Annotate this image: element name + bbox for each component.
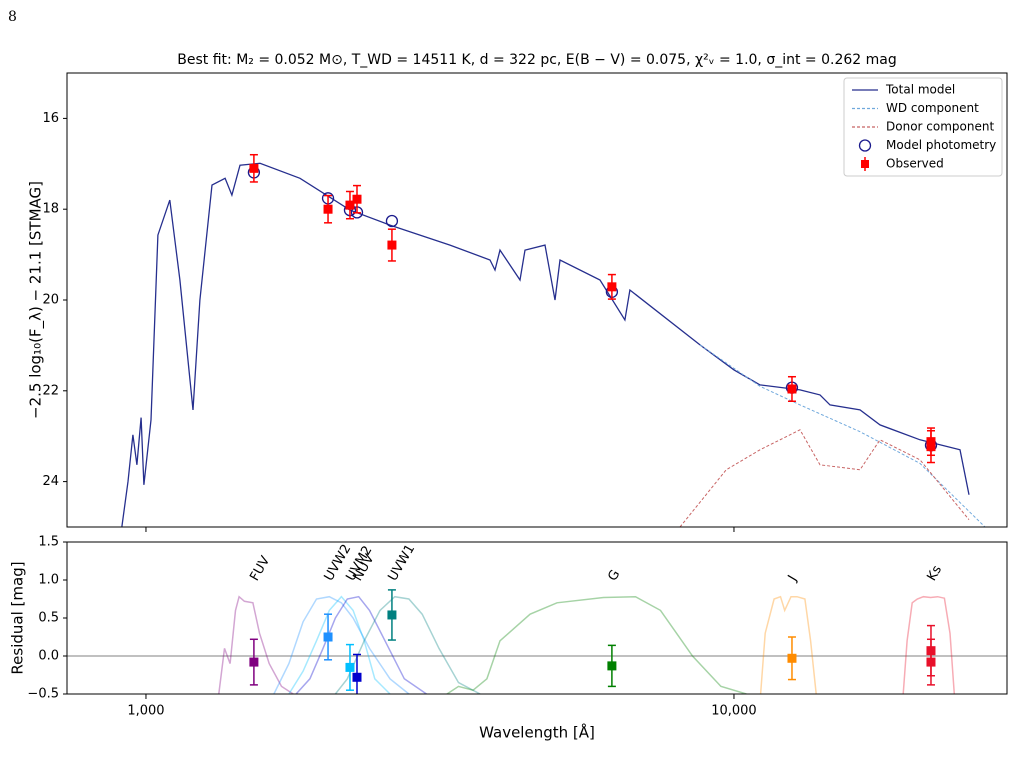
marker <box>787 384 797 394</box>
component-line <box>699 344 986 527</box>
filter-label: Ks <box>924 563 945 584</box>
marker <box>387 240 397 250</box>
y-axis-label: −2.5 log₁₀(F_λ) − 21.1 [STMAG] <box>27 181 46 419</box>
filter-curve <box>334 595 481 694</box>
marker <box>926 437 936 447</box>
y-tick-label: 20 <box>42 293 59 308</box>
model-photometry <box>385 214 399 228</box>
y-tick-label: 16 <box>42 111 59 126</box>
marker <box>345 662 355 672</box>
filter-curve <box>288 595 391 694</box>
filter-curve <box>273 595 410 694</box>
y-tick-label: 18 <box>42 202 59 217</box>
x-axis-label: Wavelength [Å] <box>479 723 595 742</box>
filter-curve <box>295 595 427 694</box>
y-tick-label: 22 <box>42 383 59 398</box>
legend: Total model WD component Donor component Mo… <box>843 77 1003 177</box>
x-tick-label: 10,000 <box>711 704 757 719</box>
legend-label: Total model <box>885 83 955 97</box>
marker <box>787 653 797 663</box>
legend-swatch <box>861 160 869 168</box>
plot-area <box>121 153 986 527</box>
filter-label: FUV <box>247 554 273 584</box>
marker <box>607 661 617 671</box>
y-axis-label: Residual [mag] <box>9 561 27 674</box>
page-number: 8 <box>8 9 17 25</box>
filter-curve <box>218 595 294 694</box>
legend-swatch <box>858 139 872 152</box>
axes-frame <box>66 541 1008 695</box>
x-tick-label: 1,000 <box>127 704 164 719</box>
marker <box>607 282 617 292</box>
chart-title: Best fit: M₂ = 0.052 M⊙, T_WD = 14511 K,… <box>177 52 896 68</box>
legend-label: Observed <box>886 157 944 171</box>
axes-frame <box>66 72 1008 528</box>
y-tick-label: −0.5 <box>27 687 59 702</box>
filter-curve <box>759 595 817 694</box>
filter-label: UVW1 <box>385 542 418 584</box>
filter-curve <box>902 595 956 694</box>
y-tick-label: 0.5 <box>38 611 59 626</box>
marker <box>323 204 333 214</box>
filter-curve <box>446 595 747 694</box>
y-tick-label: 1.5 <box>38 535 59 550</box>
marker <box>387 610 397 620</box>
marker <box>249 657 259 667</box>
y-tick-label: 0.0 <box>38 649 59 664</box>
marker <box>352 194 362 204</box>
legend-label: WD component <box>886 101 979 115</box>
sed-panel: 16 18 20 22 24 Total model WD component Donor c… <box>42 77 1003 527</box>
marker <box>249 163 259 173</box>
marker <box>926 657 936 667</box>
plot-area <box>67 589 1007 694</box>
legend-frame <box>843 77 1003 177</box>
filter-label: J <box>785 573 800 585</box>
filter-label: G <box>605 568 623 584</box>
legend-label: Model photometry <box>886 138 996 152</box>
model-line <box>121 162 970 527</box>
y-tick-label: 24 <box>42 474 59 489</box>
marker <box>345 200 355 210</box>
y-tick-label: 1.0 <box>38 573 59 588</box>
component-line <box>679 429 970 527</box>
marker <box>323 632 333 642</box>
marker <box>352 672 362 682</box>
legend-label: Donor component <box>886 120 994 134</box>
